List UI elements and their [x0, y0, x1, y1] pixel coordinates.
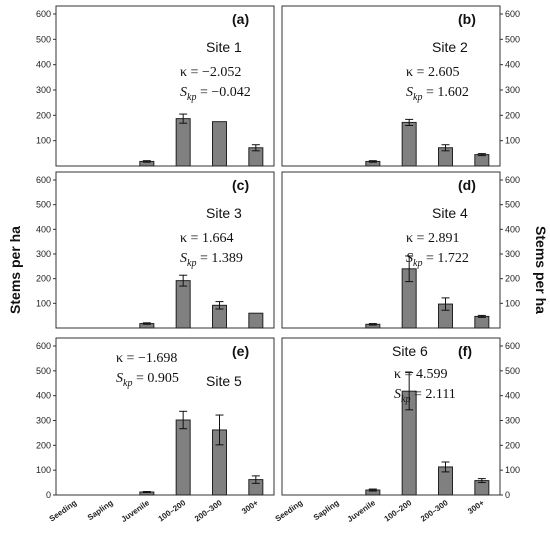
- y-tick-label: 600: [36, 175, 51, 185]
- y-axis-label-left: Stems per ha: [7, 226, 23, 314]
- bar-100–200: [175, 280, 191, 329]
- y-tick-label: 400: [505, 391, 520, 401]
- skp-stat: Skp = 1.389: [180, 251, 243, 269]
- y-tick-label: 500: [505, 200, 520, 210]
- panel-label: (b): [458, 11, 476, 27]
- x-tick-label: 100–200: [383, 498, 414, 524]
- chart-panel-e: 0 100 200 300 400 500 600 Seeding Sapling Juvenil…: [36, 337, 275, 524]
- panel-label: (e): [232, 343, 249, 359]
- x-tick-label: 300+: [466, 498, 486, 516]
- y-tick-label: 300: [505, 416, 520, 426]
- y-tick-label: 600: [36, 9, 51, 19]
- y-tick-label: 300: [505, 249, 520, 259]
- y-tick-label: 200: [505, 440, 520, 450]
- y-axis-label-right: Stems per ha: [533, 226, 549, 314]
- x-tick-label: 100–200: [157, 498, 188, 524]
- x-tick-label: Sapling: [312, 498, 341, 522]
- y-tick-label: 500: [505, 366, 520, 376]
- kappa-stat: κ = 4.599: [394, 367, 447, 382]
- x-tick-label: 200–300: [193, 498, 224, 524]
- y-tick-label: 600: [36, 341, 51, 351]
- panel-frame: [55, 171, 275, 329]
- kappa-stat: κ = 2.605: [406, 65, 459, 80]
- site-label: Site 4: [432, 205, 468, 221]
- chart-panel-b: 100 200 300 400 500 600 (b) Site 2 κ = 2.605 Skp …: [281, 5, 520, 167]
- skp-stat: Skp = 1.602: [406, 85, 469, 103]
- x-tick-label: Sapling: [86, 498, 115, 522]
- panel-label: (d): [458, 177, 476, 193]
- y-tick-label: 600: [505, 175, 520, 185]
- y-tick-label: 400: [505, 60, 520, 70]
- skp-stat: Skp = 0.905: [116, 371, 179, 389]
- panel-frame: [281, 337, 501, 496]
- y-tick-label: 600: [505, 9, 520, 19]
- y-tick-label: 100: [505, 298, 520, 308]
- x-tick-label: Juvenile: [120, 498, 152, 524]
- panel-frame: [281, 5, 501, 167]
- y-tick-label: 500: [36, 366, 51, 376]
- panel-frame: [55, 5, 275, 167]
- x-tick-label: Juvenile: [346, 498, 378, 524]
- y-tick-label: 100: [36, 136, 51, 146]
- y-tick-label: 0: [505, 490, 510, 500]
- y-tick-label: 400: [36, 60, 51, 70]
- site-label: Site 6: [392, 343, 428, 359]
- y-tick-label: 500: [36, 200, 51, 210]
- panel-label: (c): [232, 177, 249, 193]
- panel-frame: [281, 171, 501, 329]
- site-label: Site 3: [206, 205, 242, 221]
- skp-stat: Skp = −0.042: [180, 85, 251, 103]
- kappa-stat: κ = 1.664: [180, 231, 233, 246]
- kappa-stat: κ = −2.052: [180, 65, 241, 80]
- bar-100–200: [401, 121, 417, 167]
- bar-300+: [248, 312, 264, 329]
- y-tick-label: 200: [505, 274, 520, 284]
- x-tick-label: 300+: [240, 498, 260, 516]
- y-tick-label: 200: [36, 110, 51, 120]
- site-label: Site 5: [206, 373, 242, 389]
- y-tick-label: 300: [36, 249, 51, 259]
- y-tick-label: 400: [36, 391, 51, 401]
- y-tick-label: 300: [36, 85, 51, 95]
- panel-frame: [55, 337, 275, 496]
- site-label: Site 1: [206, 39, 242, 55]
- y-tick-label: 300: [505, 85, 520, 95]
- y-tick-label: 100: [505, 465, 520, 475]
- bar-200–300: [212, 121, 227, 167]
- y-tick-label: 600: [505, 341, 520, 351]
- chart-panel-c: 100 200 300 400 500 600 (c) Site 3 κ = 1.664 Skp …: [36, 171, 275, 329]
- bar-300+: [474, 154, 490, 167]
- y-tick-label: 100: [36, 465, 51, 475]
- x-tick-label: 200–300: [419, 498, 450, 524]
- chart-panel-f: 0 100 200 300 400 500 600 Seeding Sapling Juvenil…: [274, 337, 520, 524]
- y-tick-label: 100: [505, 136, 520, 146]
- site-label: Site 2: [432, 39, 468, 55]
- y-tick-label: 200: [505, 110, 520, 120]
- panel-label: (a): [232, 11, 249, 27]
- y-tick-label: 200: [36, 274, 51, 284]
- y-tick-label: 300: [36, 416, 51, 426]
- bar-300+: [474, 315, 490, 329]
- chart-panel-d: 100 200 300 400 500 600 (d) Site 4 κ = 2.891 Skp …: [281, 171, 520, 329]
- chart-panel-a: 100 200 300 400 500 600 (a) Site 1 κ = −2.052 Skp…: [36, 5, 275, 167]
- x-tick-label: Seeding: [48, 498, 79, 523]
- y-tick-label: 200: [36, 440, 51, 450]
- skp-stat: Skp = 1.722: [406, 251, 469, 269]
- y-tick-label: 400: [505, 224, 520, 234]
- skp-stat: Skp = 2.111: [394, 387, 456, 405]
- bar-100–200: [175, 419, 191, 496]
- panels-group: 100 200 300 400 500 600 (a) Site 1 κ = −2.052 Skp…: [36, 5, 520, 524]
- bar-100–200: [175, 118, 191, 167]
- kappa-stat: κ = 2.891: [406, 231, 459, 246]
- y-tick-label: 500: [36, 34, 51, 44]
- x-tick-label: Seeding: [274, 498, 305, 523]
- y-tick-label: 0: [46, 490, 51, 500]
- kappa-stat: κ = −1.698: [116, 351, 177, 366]
- y-tick-label: 400: [36, 224, 51, 234]
- y-tick-label: 500: [505, 34, 520, 44]
- panel-label: (f): [458, 343, 472, 359]
- y-tick-label: 100: [36, 298, 51, 308]
